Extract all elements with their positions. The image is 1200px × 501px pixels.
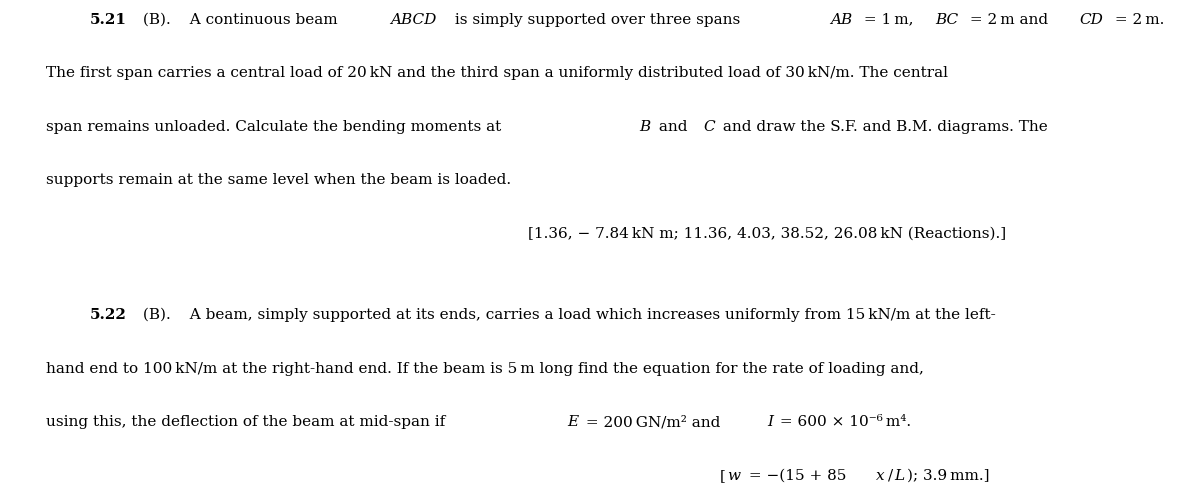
Text: w: w	[727, 469, 740, 483]
Text: supports remain at the same level when the beam is loaded.: supports remain at the same level when t…	[46, 173, 511, 187]
Text: [: [	[720, 469, 726, 483]
Text: [1.36, − 7.84 kN m; 11.36, 4.03, 38.52, 26.08 kN (Reactions).]: [1.36, − 7.84 kN m; 11.36, 4.03, 38.52, …	[528, 227, 1006, 241]
Text: BC: BC	[936, 13, 959, 27]
Text: 5.21: 5.21	[90, 13, 127, 27]
Text: L: L	[894, 469, 905, 483]
Text: E: E	[568, 415, 578, 429]
Text: and draw the S.F. and B.M. diagrams. The: and draw the S.F. and B.M. diagrams. The	[719, 120, 1048, 134]
Text: /: /	[888, 469, 893, 483]
Text: 5.22: 5.22	[90, 308, 127, 322]
Text: = 2 m and: = 2 m and	[966, 13, 1054, 27]
Text: AB: AB	[830, 13, 852, 27]
Text: I: I	[768, 415, 774, 429]
Text: C: C	[703, 120, 715, 134]
Text: The first span carries a central load of 20 kN and the third span a uniformly di: The first span carries a central load of…	[46, 66, 948, 80]
Text: span remains unloaded. Calculate the bending moments at: span remains unloaded. Calculate the ben…	[46, 120, 505, 134]
Text: x: x	[876, 469, 886, 483]
Text: is simply supported over three spans: is simply supported over three spans	[450, 13, 745, 27]
Text: A continuous beam: A continuous beam	[180, 13, 342, 27]
Text: using this, the deflection of the beam at mid-span if: using this, the deflection of the beam a…	[46, 415, 450, 429]
Text: = −(15 + 85: = −(15 + 85	[744, 469, 847, 483]
Text: = 600 × 10⁻⁶ m⁴.: = 600 × 10⁻⁶ m⁴.	[775, 415, 912, 429]
Text: and: and	[654, 120, 692, 134]
Text: hand end to 100 kN/m at the right-hand end. If the beam is 5 m long find the equ: hand end to 100 kN/m at the right-hand e…	[46, 362, 924, 376]
Text: ABCD: ABCD	[390, 13, 436, 27]
Text: (B).: (B).	[138, 308, 170, 322]
Text: = 2 m.: = 2 m.	[1110, 13, 1164, 27]
Text: (B).: (B).	[138, 13, 170, 27]
Text: = 1 m,: = 1 m,	[859, 13, 918, 27]
Text: CD: CD	[1079, 13, 1103, 27]
Text: = 200 GN/m² and: = 200 GN/m² and	[582, 415, 726, 429]
Text: ); 3.9 mm.]: ); 3.9 mm.]	[907, 469, 990, 483]
Text: B: B	[640, 120, 650, 134]
Text: A beam, simply supported at its ends, carries a load which increases uniformly f: A beam, simply supported at its ends, ca…	[180, 308, 996, 322]
